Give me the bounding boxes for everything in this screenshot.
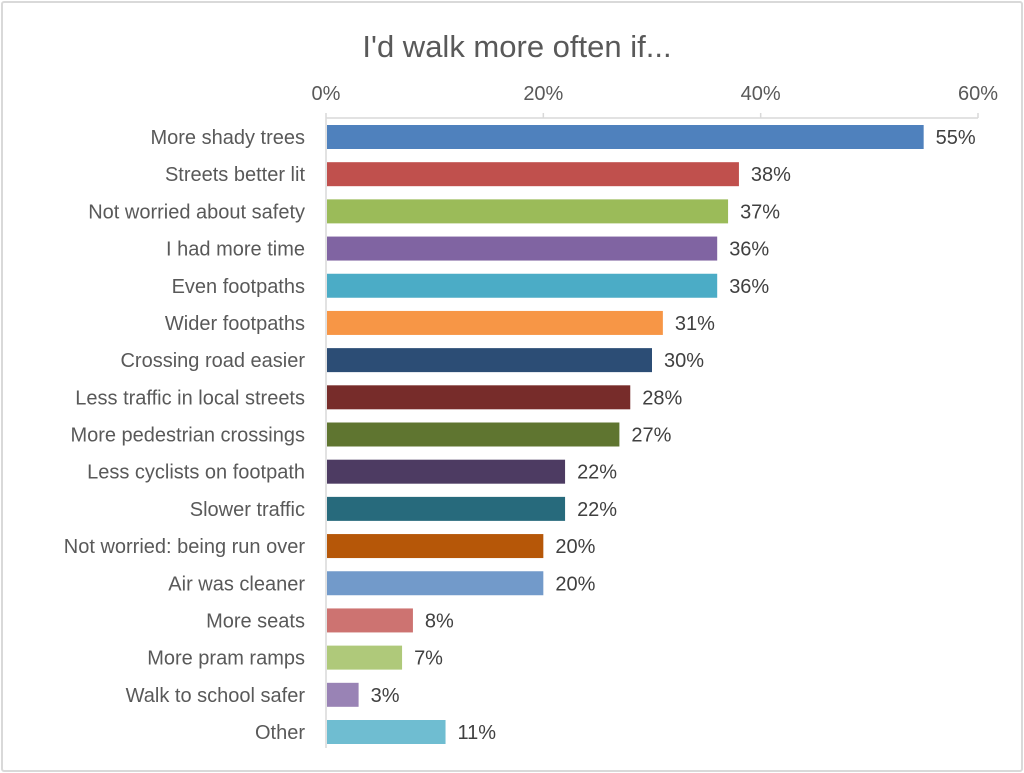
bar xyxy=(327,162,739,187)
data-label: 38% xyxy=(751,164,791,186)
bar xyxy=(327,310,663,335)
category-label: More shady trees xyxy=(150,127,305,149)
bar xyxy=(327,496,566,521)
data-label: 27% xyxy=(631,425,671,447)
category-label: Slower traffic xyxy=(190,499,305,521)
data-label: 22% xyxy=(577,462,617,484)
data-label: 36% xyxy=(729,276,769,298)
category-label: More seats xyxy=(206,610,305,632)
x-tick-label: 20% xyxy=(523,83,563,105)
category-label: Not worried: being run over xyxy=(64,536,306,558)
bar xyxy=(327,422,620,447)
x-axis: 0% 20% 40% 60% xyxy=(312,83,998,748)
data-label: 7% xyxy=(414,648,443,670)
category-label: Wider footpaths xyxy=(165,313,305,335)
category-label: Not worried about safety xyxy=(88,201,305,223)
data-label: 20% xyxy=(555,536,595,558)
bar xyxy=(327,199,729,224)
bar xyxy=(327,682,359,707)
category-label: Walk to school safer xyxy=(126,685,306,707)
bar xyxy=(327,236,718,261)
x-tick-label: 40% xyxy=(741,83,781,105)
category-label: Air was cleaner xyxy=(168,573,305,595)
bar xyxy=(327,645,403,670)
category-label: More pedestrian crossings xyxy=(70,425,305,447)
bar xyxy=(327,273,718,298)
bar xyxy=(327,385,631,410)
bar xyxy=(327,125,924,149)
category-label: Less traffic in local streets xyxy=(75,387,305,409)
category-label: Less cyclists on footpath xyxy=(87,462,305,484)
data-label: 3% xyxy=(371,685,400,707)
data-label: 20% xyxy=(555,573,595,595)
category-label: Crossing road easier xyxy=(120,350,305,372)
bar xyxy=(327,534,544,559)
bar xyxy=(327,720,446,744)
bar xyxy=(327,459,566,484)
category-label: More pram ramps xyxy=(147,648,305,670)
bar xyxy=(327,571,544,596)
chart-title: I'd walk more often if... xyxy=(362,29,671,64)
data-label: 22% xyxy=(577,499,617,521)
category-label: I had more time xyxy=(166,239,305,261)
data-label: 11% xyxy=(458,722,497,744)
x-tick-label: 60% xyxy=(958,83,998,105)
data-label: 31% xyxy=(675,313,715,335)
bar xyxy=(327,348,652,373)
data-label: 28% xyxy=(642,387,682,409)
category-label: Streets better lit xyxy=(165,164,306,186)
bar xyxy=(327,608,413,633)
data-label: 8% xyxy=(425,610,454,632)
data-label: 37% xyxy=(740,201,780,223)
data-label: 55% xyxy=(936,127,976,149)
bars: More shady trees 55% Streets better lit 38%… xyxy=(64,125,976,744)
category-label: Even footpaths xyxy=(172,276,305,298)
bar-chart: I'd walk more often if... 0% 20% 40% 60% Mo… xyxy=(64,29,998,748)
data-label: 30% xyxy=(664,350,704,372)
x-tick-label: 0% xyxy=(312,83,341,105)
data-label: 36% xyxy=(729,239,769,261)
category-label: Other xyxy=(255,722,305,744)
